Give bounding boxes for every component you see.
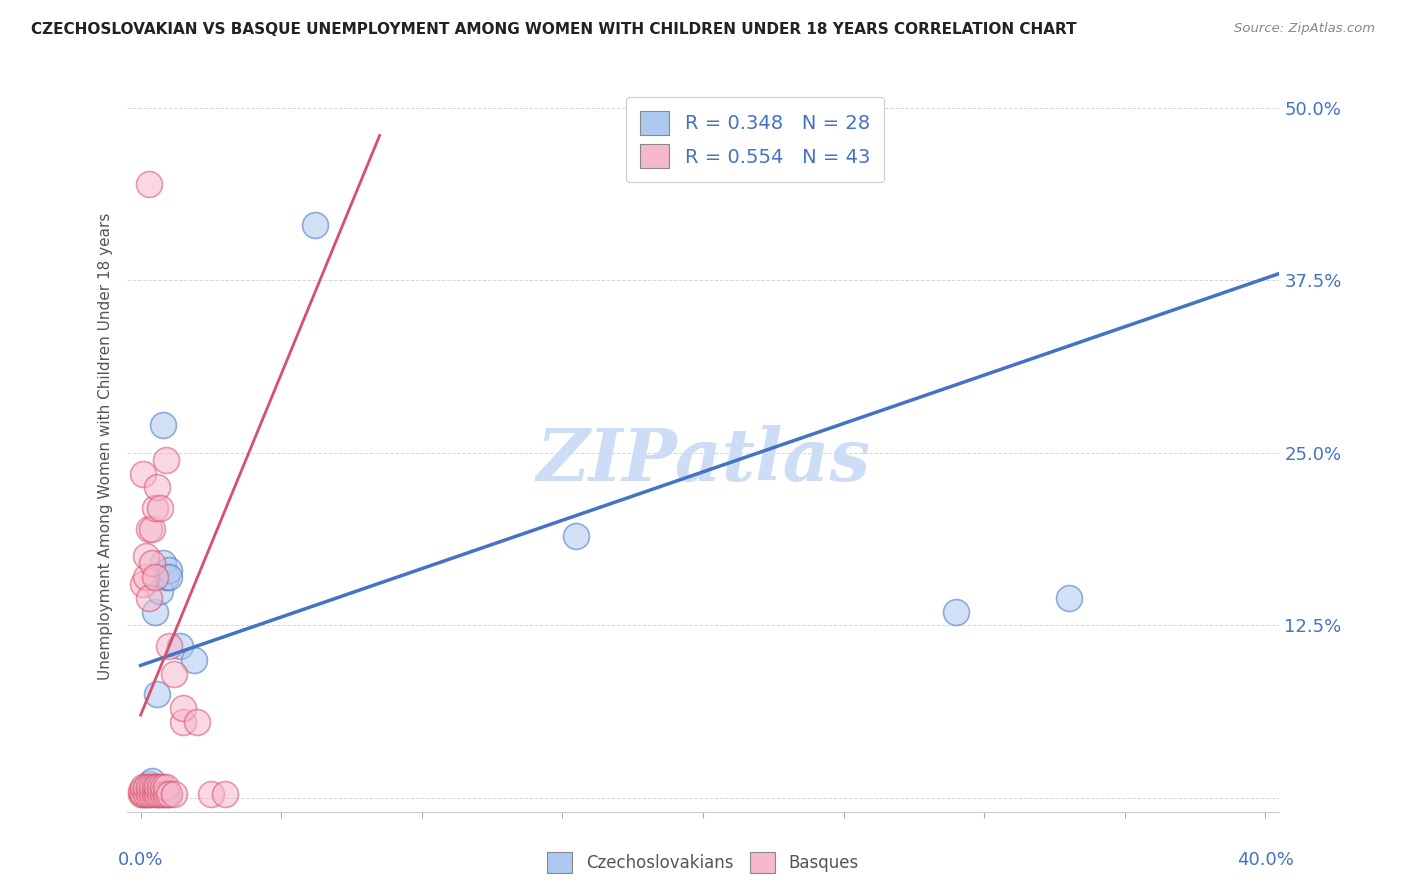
Point — [129, 787, 152, 801]
Point — [143, 787, 166, 801]
Point — [138, 177, 160, 191]
Point — [138, 782, 160, 797]
Point — [135, 787, 157, 801]
Point — [135, 781, 157, 796]
Point — [172, 701, 194, 715]
Point — [565, 529, 588, 543]
Point — [304, 218, 326, 232]
Point — [132, 467, 155, 481]
Point — [138, 522, 160, 536]
Point — [146, 480, 169, 494]
Text: 0.0%: 0.0% — [118, 851, 163, 869]
Point — [183, 653, 205, 667]
Point — [141, 784, 163, 798]
Point — [132, 787, 155, 801]
Point — [146, 687, 169, 701]
Point — [132, 787, 155, 801]
Point — [155, 787, 177, 801]
Point — [129, 784, 152, 798]
Point — [149, 780, 172, 794]
Point — [1057, 591, 1080, 605]
Point — [152, 780, 174, 794]
Point — [141, 557, 163, 571]
Point — [155, 787, 177, 801]
Point — [200, 787, 222, 801]
Text: CZECHOSLOVAKIAN VS BASQUE UNEMPLOYMENT AMONG WOMEN WITH CHILDREN UNDER 18 YEARS : CZECHOSLOVAKIAN VS BASQUE UNEMPLOYMENT A… — [31, 22, 1077, 37]
Point — [214, 787, 236, 801]
Point — [138, 591, 160, 605]
Point — [146, 787, 169, 801]
Point — [152, 557, 174, 571]
Point — [141, 787, 163, 801]
Point — [135, 570, 157, 584]
Point — [163, 666, 186, 681]
Point — [135, 787, 157, 801]
Point — [155, 452, 177, 467]
Point — [163, 787, 186, 801]
Point — [149, 501, 172, 516]
Point — [157, 563, 180, 577]
Point — [945, 605, 967, 619]
Point — [141, 522, 163, 536]
Legend: R = 0.348   N = 28, R = 0.554   N = 43: R = 0.348 N = 28, R = 0.554 N = 43 — [626, 97, 883, 182]
Point — [157, 787, 180, 801]
Point — [138, 787, 160, 801]
Point — [132, 780, 155, 794]
Text: 40.0%: 40.0% — [1237, 851, 1294, 869]
Point — [143, 605, 166, 619]
Point — [152, 787, 174, 801]
Point — [155, 570, 177, 584]
Point — [135, 549, 157, 564]
Point — [132, 577, 155, 591]
Point — [132, 782, 155, 797]
Point — [138, 787, 160, 801]
Point — [141, 774, 163, 789]
Point — [143, 501, 166, 516]
Point — [169, 639, 191, 653]
Point — [143, 780, 166, 794]
Point — [135, 780, 157, 794]
Text: Source: ZipAtlas.com: Source: ZipAtlas.com — [1234, 22, 1375, 36]
Point — [143, 780, 166, 794]
Point — [138, 780, 160, 794]
Point — [157, 787, 180, 801]
Point — [146, 787, 169, 801]
Point — [155, 780, 177, 794]
Point — [157, 570, 180, 584]
Point — [143, 570, 166, 584]
Point — [152, 418, 174, 433]
Point — [149, 583, 172, 598]
Legend: Czechoslovakians, Basques: Czechoslovakians, Basques — [541, 846, 865, 880]
Point — [146, 780, 169, 794]
Point — [149, 787, 172, 801]
Point — [141, 780, 163, 794]
Point — [186, 714, 208, 729]
Point — [172, 714, 194, 729]
Y-axis label: Unemployment Among Women with Children Under 18 years: Unemployment Among Women with Children U… — [97, 212, 112, 680]
Point — [157, 639, 180, 653]
Point — [138, 777, 160, 791]
Point — [149, 787, 172, 801]
Text: ZIPatlas: ZIPatlas — [536, 425, 870, 496]
